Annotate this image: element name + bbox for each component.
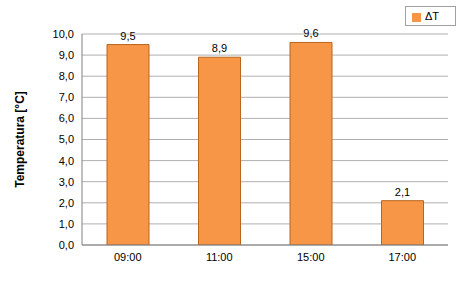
svg-text:15:00: 15:00 — [297, 251, 325, 263]
svg-text:Temperatura [°C]: Temperatura [°C] — [13, 91, 27, 188]
svg-text:3,0: 3,0 — [59, 176, 74, 188]
svg-text:10,0: 10,0 — [53, 28, 74, 40]
svg-text:2,0: 2,0 — [59, 197, 74, 209]
svg-text:1,0: 1,0 — [59, 218, 74, 230]
svg-text:2,1: 2,1 — [395, 186, 410, 198]
svg-text:9,0: 9,0 — [59, 49, 74, 61]
html-text:ΔT: ΔT — [424, 10, 439, 22]
svg-text:0,0: 0,0 — [59, 239, 74, 251]
svg-text:8,0: 8,0 — [59, 70, 74, 82]
svg-text:4,0: 4,0 — [59, 155, 74, 167]
svg-text:9,6: 9,6 — [303, 27, 318, 39]
svg-text:8,9: 8,9 — [212, 42, 227, 54]
svg-text:9,5: 9,5 — [120, 30, 135, 42]
svg-text:7,0: 7,0 — [59, 91, 74, 103]
svg-text:5,0: 5,0 — [59, 133, 74, 145]
svg-text:09:00: 09:00 — [114, 251, 142, 263]
svg-text:11:00: 11:00 — [206, 251, 233, 263]
svg-text:17:00: 17:00 — [388, 251, 416, 263]
svg-text:6,0: 6,0 — [59, 112, 74, 124]
